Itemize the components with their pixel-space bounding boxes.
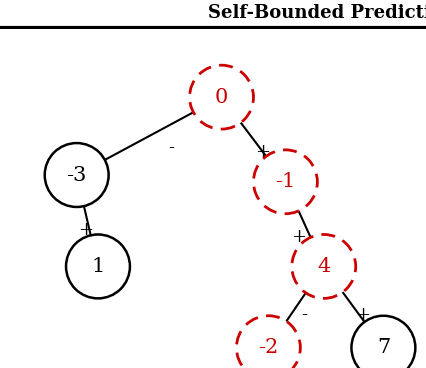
- Text: 0: 0: [215, 88, 228, 107]
- Text: -3: -3: [66, 166, 87, 184]
- Ellipse shape: [253, 150, 317, 214]
- Ellipse shape: [45, 143, 109, 207]
- Ellipse shape: [190, 65, 253, 129]
- Text: +: +: [291, 228, 306, 246]
- Text: +: +: [355, 306, 370, 324]
- Text: 7: 7: [377, 338, 390, 357]
- Text: -: -: [301, 306, 308, 324]
- Text: -: -: [168, 139, 174, 157]
- Text: -2: -2: [258, 338, 279, 357]
- Ellipse shape: [66, 234, 130, 298]
- Text: 1: 1: [91, 257, 105, 276]
- Text: Self-Bounded Prediction: Self-Bounded Prediction: [208, 4, 426, 22]
- Ellipse shape: [292, 234, 356, 298]
- Ellipse shape: [236, 316, 300, 368]
- Text: -1: -1: [275, 172, 296, 191]
- Text: +: +: [78, 221, 93, 239]
- Text: 4: 4: [317, 257, 331, 276]
- Ellipse shape: [351, 316, 415, 368]
- Text: +: +: [256, 143, 271, 161]
